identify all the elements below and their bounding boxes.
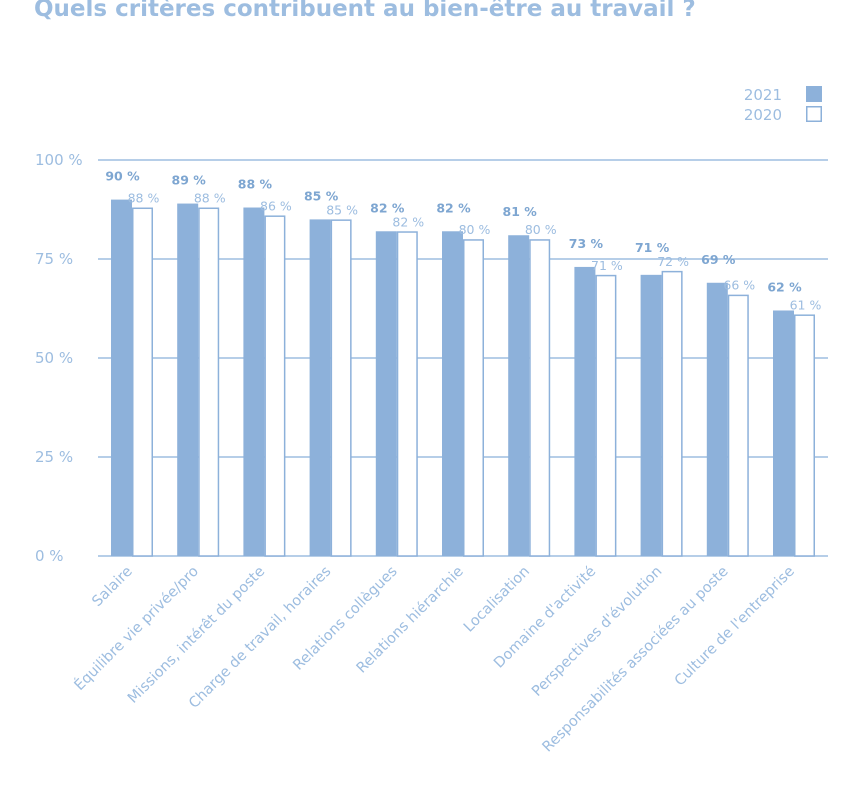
data-label-2020: 88 % (194, 191, 226, 206)
bar-2021 (442, 231, 463, 556)
x-tick-label: Culture de l'entreprise (672, 563, 798, 689)
legend-swatch-2020 (806, 106, 822, 122)
data-label-2021: 82 % (370, 200, 405, 215)
data-label-2021: 69 % (701, 252, 736, 267)
bar-2021 (177, 203, 199, 556)
bar-2020 (132, 207, 153, 557)
bar-2021 (706, 282, 728, 556)
bar-2020 (396, 231, 418, 557)
legend-label-2021: 2021 (744, 86, 782, 104)
x-tick-label: Charge de travail, horaires (186, 564, 334, 712)
data-label-2020: 80 % (459, 222, 491, 237)
y-tick-label: 0 % (35, 547, 64, 565)
bar-2020 (264, 215, 286, 557)
bar-2020 (661, 270, 683, 557)
bar-2021 (111, 199, 132, 556)
data-label-2020: 72 % (657, 254, 689, 269)
y-axis-ticks: 0 % 25 % 50 % 75 % 100 % (35, 151, 83, 565)
data-label-2021: 82 % (436, 200, 471, 215)
y-tick-label: 25 % (35, 448, 73, 466)
y-tick-label: 100 % (35, 151, 83, 169)
data-label-2020: 61 % (790, 297, 822, 312)
data-label-2021: 89 % (172, 173, 207, 188)
data-label-2020: 82 % (392, 214, 424, 229)
bar-2020 (463, 239, 484, 557)
data-labels: 90 %88 %89 %88 %88 %86 %85 %85 % 82 %82 %… (105, 169, 821, 313)
data-label-2020: 80 % (525, 222, 557, 237)
bar-2021 (508, 235, 530, 557)
data-label-2020: 71 % (591, 258, 623, 273)
data-label-2021: 90 % (105, 169, 140, 184)
data-label-2020: 86 % (260, 198, 292, 213)
legend: 2021 2020 (744, 86, 822, 124)
x-tick-label: Localisation (461, 564, 533, 636)
x-tick-label: Salaire (89, 563, 135, 609)
data-label-2021: 88 % (238, 177, 273, 192)
bar-2021 (243, 207, 265, 556)
x-tick-label: Relations hiérarchie (354, 563, 467, 676)
bar-2021 (773, 310, 794, 556)
data-label-2020: 66 % (723, 278, 755, 293)
bars (111, 199, 815, 557)
bar-2020 (595, 274, 617, 557)
bar-2021 (574, 266, 596, 556)
data-label-2020: 85 % (326, 202, 358, 217)
chart-title: Quels critères contribuent au bien-être … (34, 0, 696, 22)
bar-2020 (794, 314, 815, 557)
bar-2021 (375, 231, 397, 556)
data-label-2021: 85 % (304, 188, 339, 203)
legend-label-2020: 2020 (744, 106, 782, 124)
x-tick-label: Perspectives d'évolution (529, 564, 665, 700)
bar-2021 (640, 274, 662, 556)
legend-swatch-2021 (806, 86, 822, 102)
x-tick-label: Équilibre vie privée/pro (71, 563, 202, 694)
bar-2020 (529, 239, 551, 557)
data-label-2020: 88 % (128, 191, 160, 206)
bar-2020 (198, 207, 220, 557)
data-label-2021: 73 % (569, 236, 604, 251)
data-label-2021: 62 % (767, 279, 802, 294)
y-tick-label: 75 % (35, 250, 73, 268)
data-label-2021: 71 % (635, 240, 670, 255)
y-tick-label: 50 % (35, 349, 73, 367)
bar-2020 (727, 294, 749, 557)
x-tick-label: Missions, intérêt du poste (125, 563, 268, 706)
data-label-2021: 81 % (503, 204, 538, 219)
bar-2020 (330, 219, 352, 557)
bar-2021 (309, 219, 331, 556)
